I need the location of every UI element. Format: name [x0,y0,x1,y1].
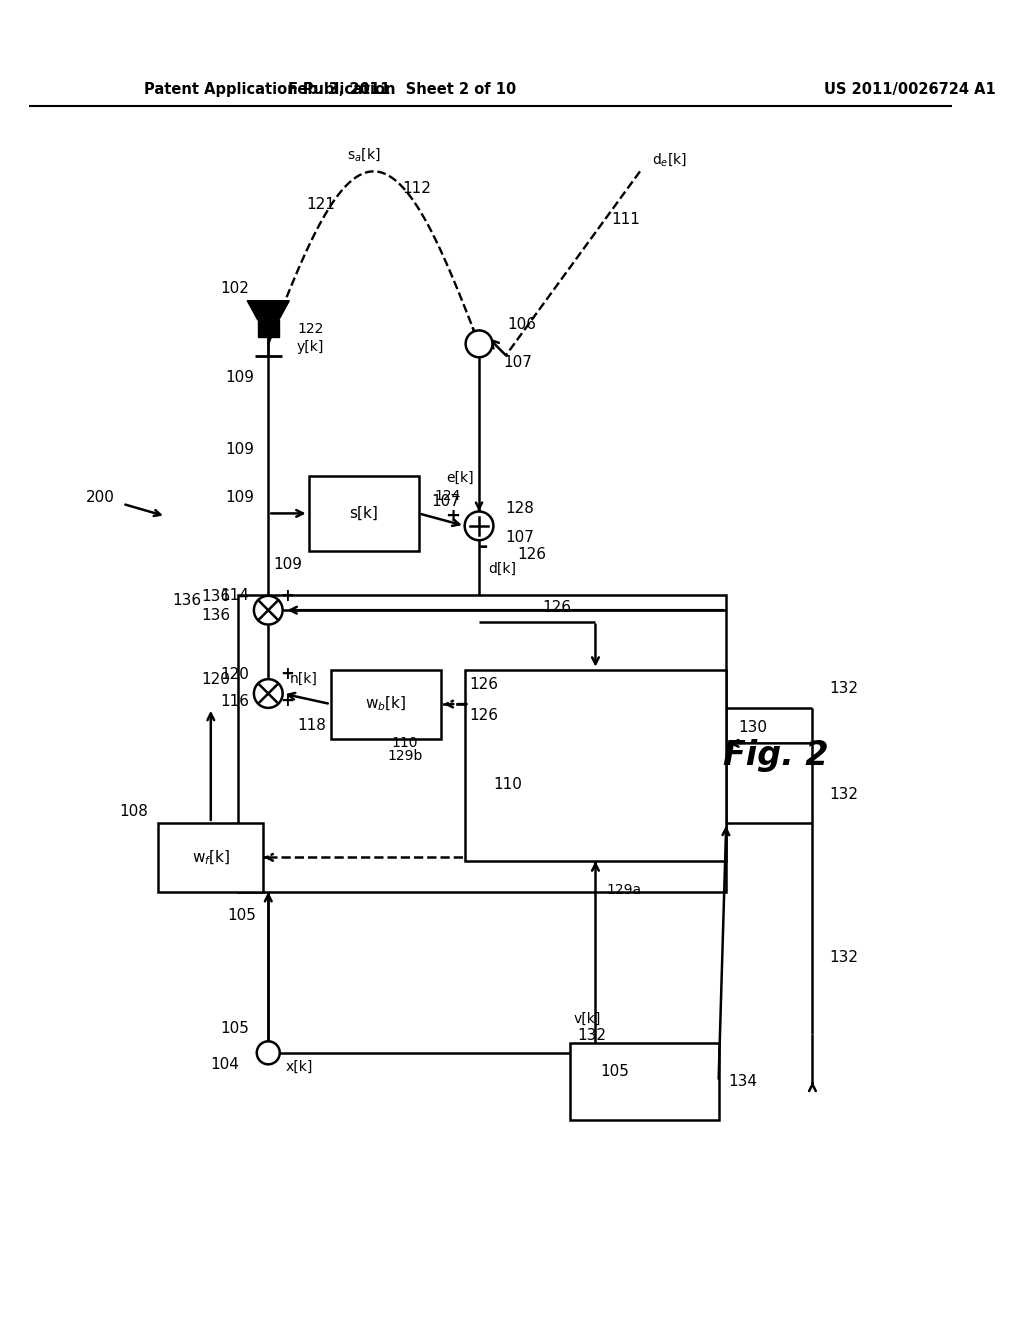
Text: 132: 132 [829,949,859,965]
Bar [308,477,419,550]
Text: 121: 121 [306,198,336,213]
Text: d[k]: d[k] [488,562,517,576]
Text: -: - [479,537,488,557]
Text: 126: 126 [517,546,546,562]
Bar [238,595,726,892]
Text: x[k]: x[k] [286,1060,313,1074]
Text: w$_b$[k]: w$_b$[k] [365,694,407,713]
Text: 105: 105 [600,1064,629,1080]
Text: 120: 120 [201,672,230,686]
Text: d$_e$[k]: d$_e$[k] [651,152,686,168]
Text: 200: 200 [86,490,115,504]
Text: 136: 136 [201,589,230,605]
Text: 128: 128 [505,502,534,516]
Text: US 2011/0026724 A1: US 2011/0026724 A1 [824,82,995,98]
Circle shape [466,330,493,358]
Text: 109: 109 [225,442,254,457]
Text: e[k]: e[k] [446,471,474,484]
Text: +: + [281,587,294,605]
Text: 126: 126 [469,708,499,723]
Text: 105: 105 [227,908,256,923]
Text: 122: 122 [297,322,324,337]
Text: 126: 126 [543,599,571,615]
Text: +: + [281,665,294,684]
Text: 102: 102 [220,281,249,296]
Text: v[k]: v[k] [573,1012,600,1026]
Text: s$_a$[k]: s$_a$[k] [347,145,381,162]
Text: Feb. 3, 2011   Sheet 2 of 10: Feb. 3, 2011 Sheet 2 of 10 [289,82,516,98]
Text: 109: 109 [225,370,254,385]
Text: 105: 105 [220,1022,249,1036]
Text: 129a: 129a [606,883,642,898]
Text: 136: 136 [172,593,202,609]
Bar [570,1043,719,1119]
Text: s[k]: s[k] [349,506,378,521]
Text: 111: 111 [611,211,640,227]
Text: 130: 130 [738,719,768,734]
Text: 134: 134 [728,1074,757,1089]
Text: +: + [444,507,460,525]
Text: 107: 107 [503,355,531,371]
Text: 132: 132 [829,787,859,801]
Text: 132: 132 [829,681,859,696]
Text: 104: 104 [211,1057,240,1072]
Text: Fig. 2: Fig. 2 [723,739,828,772]
Text: 112: 112 [402,181,431,197]
Text: 106: 106 [508,317,537,333]
Text: y[k]: y[k] [297,339,325,354]
Text: 120: 120 [220,667,249,682]
Text: 126: 126 [469,677,499,693]
Text: 116: 116 [220,694,249,709]
Text: +: + [281,692,294,710]
Text: 136: 136 [201,609,230,623]
Text: 110: 110 [391,737,418,750]
Text: 107: 107 [505,529,534,545]
Text: 110: 110 [494,777,522,792]
Text: n[k]: n[k] [290,672,317,686]
Text: 109: 109 [225,490,254,504]
Bar [331,669,440,739]
Text: 114: 114 [220,589,249,603]
Text: 132: 132 [578,1028,606,1043]
Text: 129b: 129b [387,748,423,763]
Circle shape [465,511,494,540]
Circle shape [254,680,283,708]
Text: 109: 109 [273,557,302,572]
Text: w$_f$[k]: w$_f$[k] [191,849,230,866]
Text: 108: 108 [120,804,148,818]
Polygon shape [247,301,290,319]
Polygon shape [258,319,279,337]
Bar [465,669,726,861]
Text: 124: 124 [434,490,461,503]
Circle shape [257,1041,280,1064]
Circle shape [254,595,283,624]
Text: 107: 107 [431,495,460,510]
Text: Patent Application Publication: Patent Application Publication [143,82,395,98]
Bar [158,822,263,892]
Text: 118: 118 [297,718,326,733]
